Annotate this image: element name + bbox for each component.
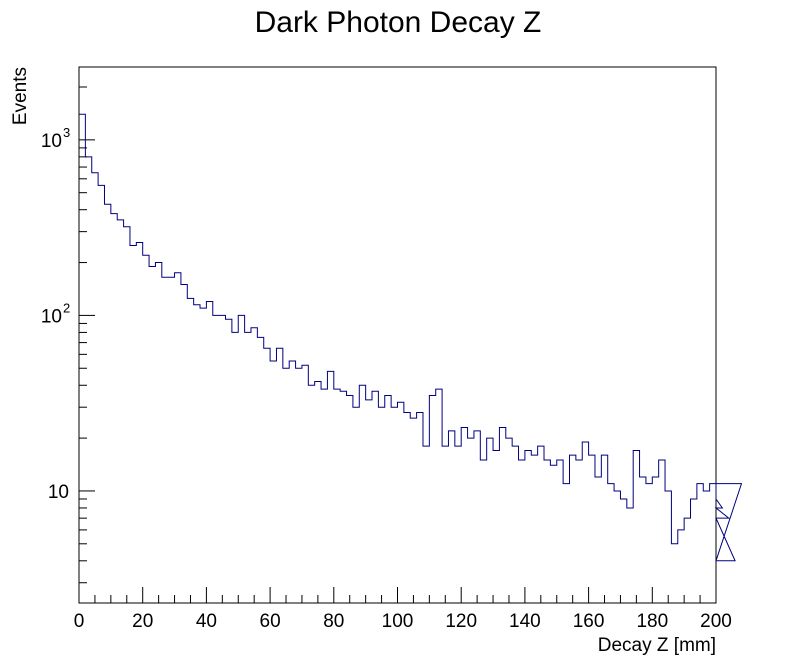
y-tick-exponent: 2	[63, 300, 70, 315]
y-tick-exponent: 3	[63, 125, 70, 140]
x-tick-label: 0	[74, 611, 85, 632]
x-tick-label: 160	[573, 611, 605, 632]
x-tick-labels: 0 20 40 60 80 100 120 140 160 180 200	[74, 611, 732, 632]
plot-frame	[78, 66, 717, 604]
x-tick-label: 60	[260, 611, 281, 632]
chart-title: Dark Photon Decay Z	[255, 6, 542, 39]
y-tick-label: 10	[41, 131, 62, 152]
x-tick-label: 100	[382, 611, 414, 632]
x-axis-label: Decay Z [mm]	[598, 635, 716, 656]
x-tick-label: 140	[509, 611, 541, 632]
x-tick-label: 40	[196, 611, 217, 632]
y-tick-label: 10	[48, 482, 69, 503]
y-axis-label: Events	[10, 67, 31, 125]
x-tick-label: 80	[323, 611, 344, 632]
x-tick-label: 180	[636, 611, 668, 632]
histogram-line	[79, 113, 743, 562]
x-tick-label: 200	[700, 611, 732, 632]
x-tick-label: 120	[445, 611, 477, 632]
x-tick-label: 20	[132, 611, 153, 632]
axis-ticks	[78, 86, 717, 603]
y-tick-label: 10	[41, 306, 62, 327]
